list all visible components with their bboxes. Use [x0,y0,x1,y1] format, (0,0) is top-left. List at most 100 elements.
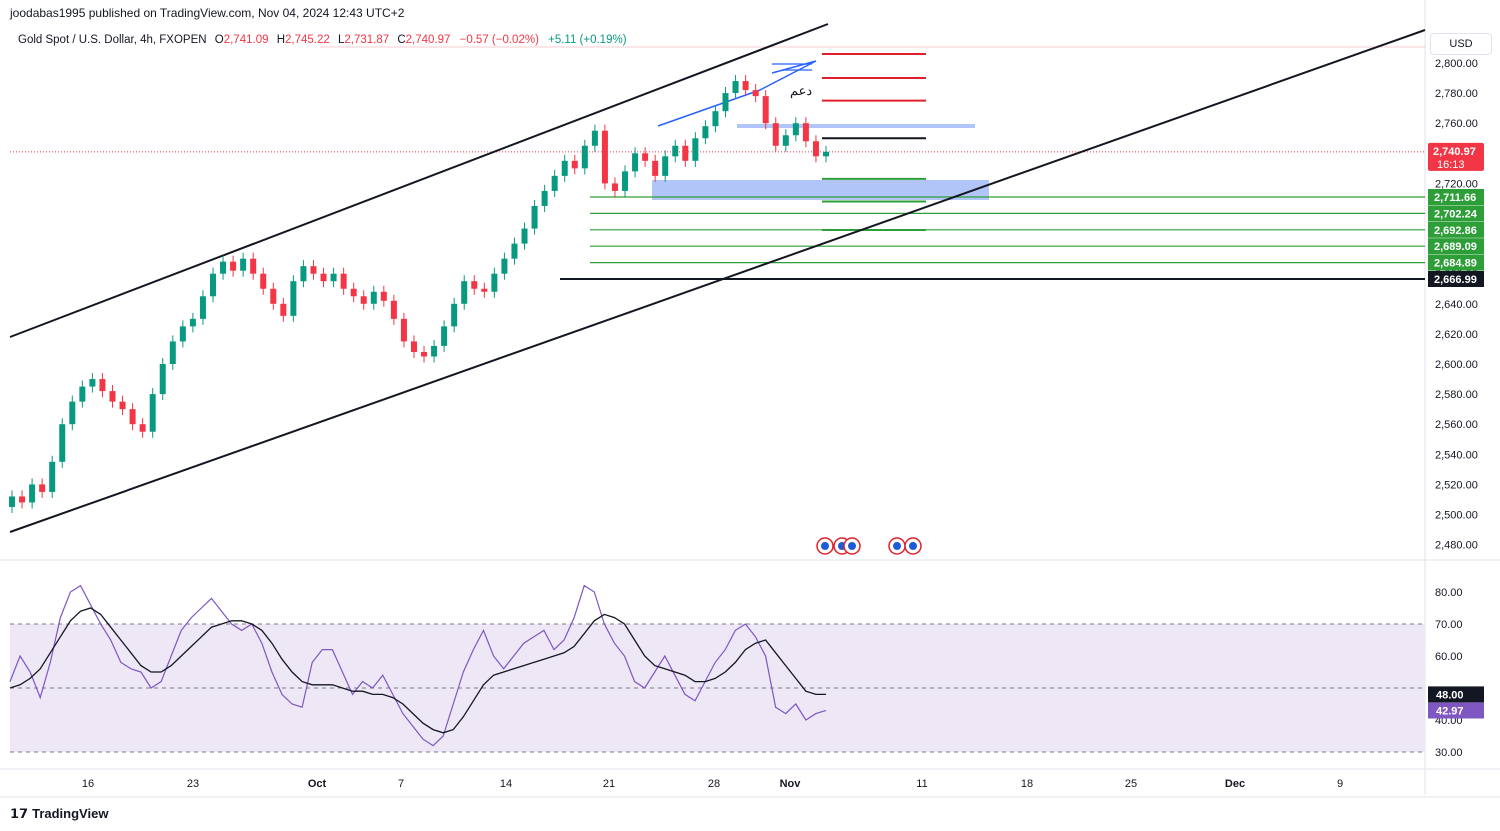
candle-body [300,266,307,282]
candle-body [240,258,247,271]
us-flag-icon-inner [893,542,901,550]
time-tick-label: 23 [187,778,199,790]
candle-body [752,90,759,97]
candle-body [39,484,46,492]
candle-body [632,153,639,172]
us-flag-icon-inner [848,542,856,550]
wedge-line [657,60,817,127]
candle-body [260,273,267,289]
close-label: C [397,34,406,46]
candle-body [340,273,347,289]
candle-body [49,461,56,492]
us-flag-icon [888,537,906,555]
candle-body [79,386,86,402]
candle-body [782,135,789,146]
countdown-text: 16:13 [1437,159,1465,171]
candle-body [390,300,397,319]
candle-body [792,123,799,136]
time-tick-label: 14 [500,778,512,790]
rsi-band [10,624,1425,752]
candle-body [511,243,518,259]
rsi-badge [1428,702,1484,719]
tv-logo-icon: 𝟭𝟳 [10,806,29,821]
price-tick-label: 2,560.00 [1435,419,1478,431]
rsi-value-label: 42.97 [1436,705,1464,717]
last-price-text: 2,740.97 [1433,146,1476,158]
candle-body [441,326,448,346]
high-label: H [276,34,285,46]
channel-lines [9,23,1426,533]
candle-body [410,341,417,352]
candle-body [672,145,679,157]
candle-body [702,126,709,139]
candle-body [431,345,438,357]
low-value: 2,731.87 [344,34,390,46]
rsi-tick-label: 30.00 [1435,747,1463,759]
time-tick-label: Oct [308,778,327,790]
arabic-annotation: دعم [790,83,812,99]
rsi-tick-label: 80.00 [1435,587,1463,599]
level-lines [10,46,1425,280]
candle-body [591,130,598,146]
price-tick-label: 2,600.00 [1435,359,1478,371]
price-level-label: 2,711.66 [1434,192,1476,204]
candle-body [29,484,36,503]
candle-body [19,496,26,503]
currency-selector[interactable]: USD [1430,33,1492,55]
candle-body [491,273,498,292]
price-tick-label: 2,620.00 [1435,329,1478,341]
candle-body [360,296,367,304]
candle-body [380,291,387,301]
rsi-panel [9,584,1425,753]
candle-body [220,261,227,274]
time-tick-label: 28 [708,778,720,790]
price-tick-label: 2,500.00 [1435,510,1478,522]
time-tick-label: Dec [1225,778,1245,790]
candle-body [310,266,317,274]
price-level-label: 2,692.86 [1434,225,1477,237]
change-value-2: +5.11 (+0.19%) [548,34,627,46]
us-flag-icon [843,537,861,555]
time-axis: 16 23 Oct 7 14 21 28 Nov 11 18 25 Dec 9 [82,778,1343,790]
candle-body [601,130,608,184]
candle-body [571,160,578,169]
price-tick-label: 2,720.00 [1435,178,1478,190]
tradingview-logo[interactable]: 𝟭𝟳 TradingView [10,806,108,822]
candle-body [189,318,196,327]
time-tick-label: Nov [780,778,802,790]
price-tick-label: 2,800.00 [1435,58,1478,70]
candle-body [320,273,327,282]
price-tick-label: 2,520.00 [1435,479,1478,491]
candle-body [722,93,729,112]
supply-zone [737,124,975,128]
candle-body [732,81,739,94]
rsi-tick-label: 70.00 [1435,619,1463,631]
time-tick-label: 7 [398,778,404,790]
candle-body [451,303,458,327]
publisher-text: joodabas1995 published on TradingView.co… [10,6,405,20]
candle-body [209,273,216,297]
us-flag-icon-inner [909,542,917,550]
price-tick-label: 2,540.00 [1435,449,1478,461]
candle-body [742,81,749,91]
candle-body [521,228,528,244]
symbol-name[interactable]: Gold Spot / U.S. Dollar, 4h, FXOPEN [18,34,207,46]
time-tick-label: 21 [603,778,615,790]
candles [9,75,829,513]
demand-zone [652,180,989,200]
us-flag-icon [904,537,922,555]
candle-body [471,281,478,289]
flash-icon [816,537,834,555]
price-tick-label: 2,780.00 [1435,88,1478,100]
candle-body [139,424,146,432]
price-level-badge [1428,221,1484,238]
candle-body [561,160,568,176]
time-tick-label: 9 [1337,778,1343,790]
price-tick-label: 2,680.00 [1435,239,1478,251]
candle-body [551,175,558,191]
candle-body [69,401,76,425]
time-tick-label: 18 [1021,778,1033,790]
price-level-badge [1428,271,1484,287]
price-level-label: 2,689.09 [1434,241,1477,253]
